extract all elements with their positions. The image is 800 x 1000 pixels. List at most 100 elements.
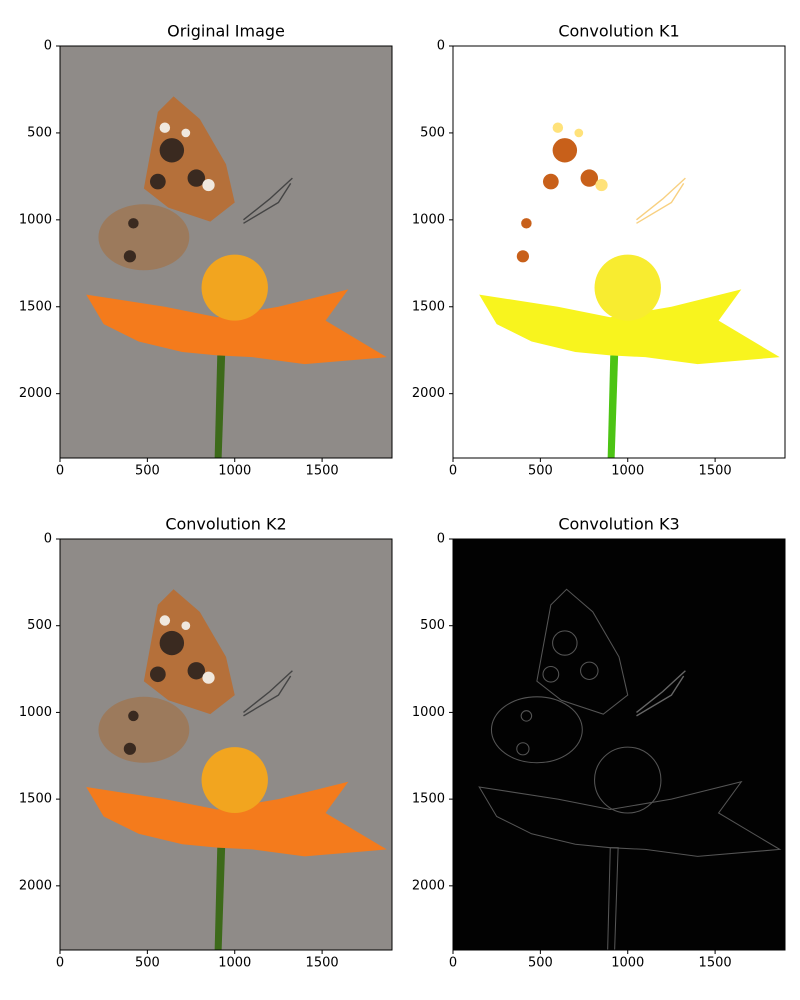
wing-spot [123,742,137,755]
y-tick-label: 2000 [19,878,52,893]
wing-spot [159,138,185,163]
flower-center [201,254,268,321]
wing-spot [574,128,584,138]
x-tick-label: 1000 [218,956,251,971]
x-tick-label: 500 [135,956,160,971]
lower-wing [490,696,583,764]
flower-center [594,746,662,814]
x-tick-label: 0 [56,956,64,971]
wing-spot [181,621,191,631]
y-tick-label: 2000 [412,878,445,893]
wing-spot [123,250,137,263]
x-tick-label: 0 [449,464,457,479]
subplot-title: Original Image [167,22,285,41]
wing-spot [128,710,139,722]
image-panel [60,539,392,950]
wing-spot [187,169,206,187]
wing-spot [595,178,608,192]
axes-frame [59,45,393,459]
y-tick-label: 500 [420,125,445,140]
antenna [636,670,686,713]
antenna [636,675,685,717]
image [453,539,785,950]
wing-spot [181,128,191,138]
upper-wing [536,588,629,715]
wing-spot [202,178,215,192]
antenna [243,675,292,717]
wing-spot [159,630,185,656]
y-tick-label: 0 [44,532,52,547]
wing-spot [580,661,599,680]
antenna [243,670,293,713]
y-tick-label: 1500 [19,792,52,807]
y-tick-label: 2000 [412,386,445,401]
axes-frame [452,538,786,951]
y-tick-label: 1000 [19,705,52,720]
y-tick-label: 1000 [19,212,52,227]
lower-wing [98,696,190,763]
y-tick-label: 0 [437,532,445,547]
antenna [243,182,292,224]
flower-center [201,747,268,814]
petals [86,289,387,365]
antenna [636,182,685,224]
x-tick-label: 0 [56,464,64,479]
wing-spot [149,173,166,190]
petals [86,781,387,857]
y-tick-label: 500 [420,618,445,633]
y-tick-label: 500 [27,618,52,633]
wing-spot [552,122,564,133]
wing-spot [202,671,215,684]
wing-spot [516,742,530,756]
y-tick-label: 0 [44,39,52,54]
image-background [453,539,785,950]
wing-spot [149,666,166,683]
lower-wing [98,204,190,271]
image-panel [453,46,785,458]
x-tick-label: 500 [528,956,553,971]
subplot-title: Convolution K2 [165,515,286,534]
x-tick-label: 500 [135,464,160,479]
x-tick-label: 500 [528,464,553,479]
image-panel [453,539,785,950]
wing-spot [552,138,578,163]
wing-spot [521,218,532,229]
stem [214,847,226,950]
flower-center [594,254,661,321]
y-tick-label: 0 [437,39,445,54]
subplot-title: Convolution K3 [558,515,679,534]
wing-spot [159,122,171,133]
x-tick-label: 1000 [218,464,251,479]
petals [478,780,782,857]
wing-spot [542,173,559,190]
image [453,46,785,458]
y-tick-label: 1000 [412,705,445,720]
antenna [636,177,686,221]
petals [479,289,780,365]
x-tick-label: 1500 [306,956,339,971]
x-tick-label: 1500 [306,464,339,479]
wing-spot [542,665,560,683]
antenna [243,177,293,221]
image [60,539,392,950]
lower-wing [491,204,583,271]
y-tick-label: 1500 [412,299,445,314]
y-tick-label: 1000 [412,212,445,227]
x-tick-label: 1500 [699,464,732,479]
y-tick-label: 1500 [19,299,52,314]
x-tick-label: 1500 [699,956,732,971]
x-tick-label: 1000 [611,956,644,971]
wing-spot [159,615,171,626]
x-tick-label: 1000 [611,464,644,479]
stem [607,355,619,458]
subplot-title: Convolution K1 [558,22,679,41]
axes-frame [59,538,393,951]
y-tick-label: 2000 [19,386,52,401]
stem [214,355,226,458]
y-tick-label: 500 [27,125,52,140]
image-panel [60,46,392,458]
wing-spot [552,630,578,656]
wing-spot [516,250,530,263]
wing-spot [580,169,599,187]
